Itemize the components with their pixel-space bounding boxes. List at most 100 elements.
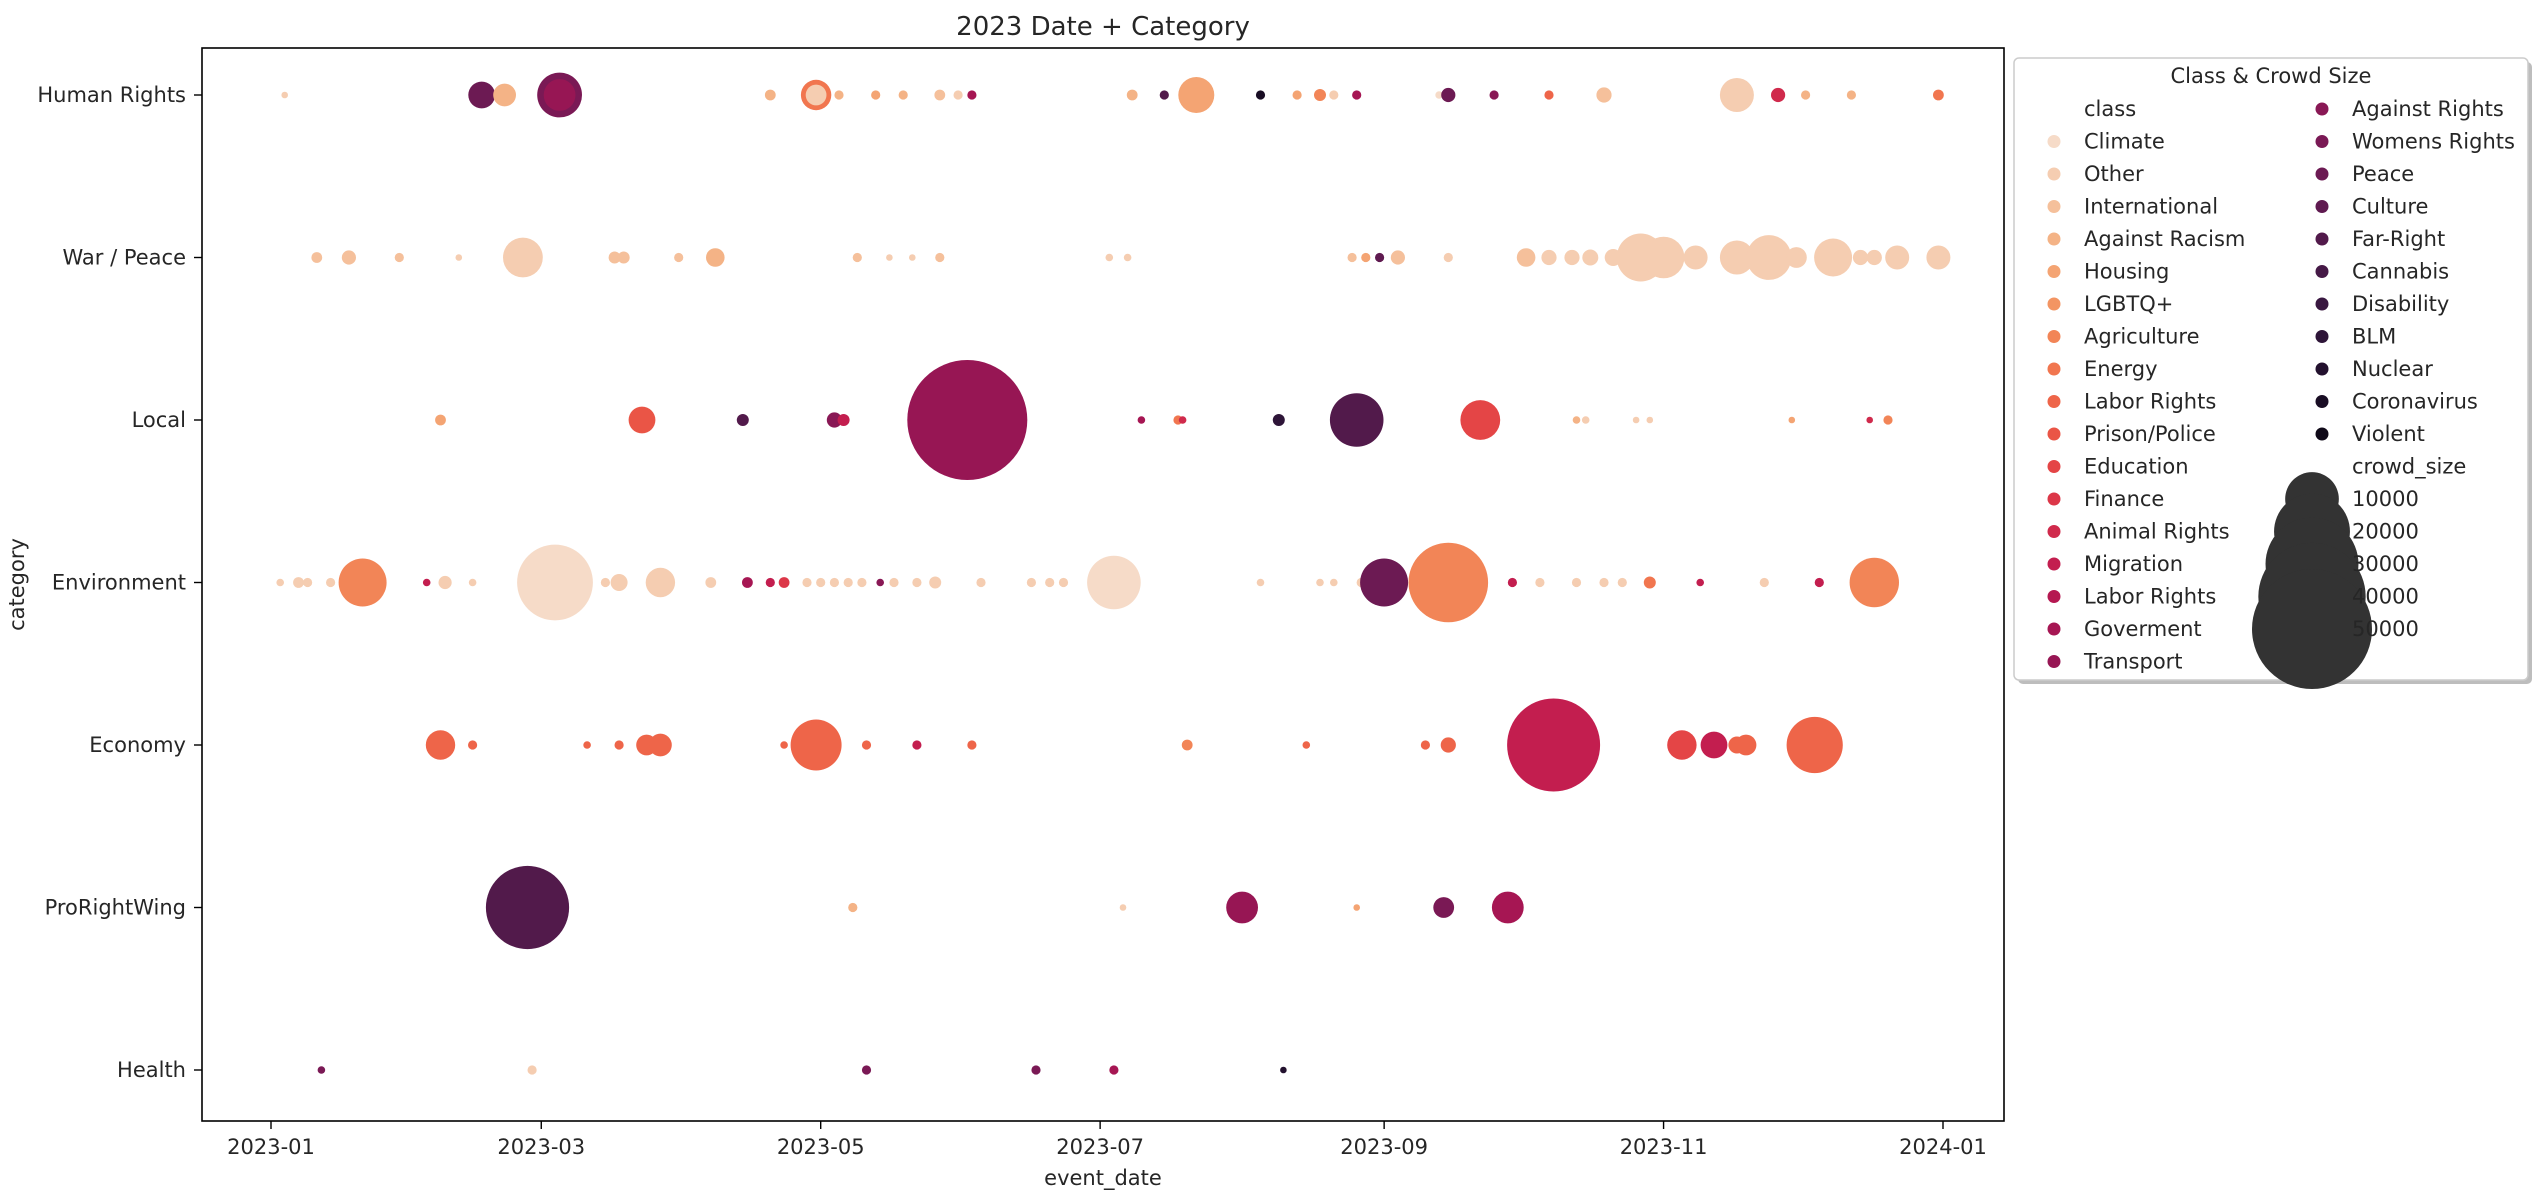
legend-class-label: Labor Rights [2084,585,2216,609]
data-point [583,741,591,749]
legend-class-label: Violent [2352,422,2425,446]
data-point [276,578,285,587]
legend-class-swatch [2315,102,2329,116]
plot-frame [201,47,2005,1122]
data-point [790,719,842,771]
data-point [610,574,628,591]
data-point [778,577,790,588]
data-point [1846,90,1856,100]
data-point [293,577,304,588]
legend-class-label: Education [2084,455,2189,479]
data-point [1696,578,1704,587]
data-point [493,83,516,107]
data-point [1599,577,1609,588]
data-point [1443,252,1453,263]
data-point [1255,90,1266,100]
data-point [1507,698,1601,792]
y-tick-label: Environment [52,571,186,595]
x-axis-ticks: 2023-01 2023-03 2023-05 2023-07 2023-09 2023-… [227,1121,1987,1159]
data-point [1683,245,1708,270]
data-point [455,254,463,261]
legend-class-swatch [2047,395,2061,408]
data-point [802,577,812,588]
x-tick-label: 2023-09 [1340,1135,1428,1159]
legend-class-swatch [2047,525,2061,538]
data-point [816,577,826,588]
data-point [608,251,621,264]
data-point [1564,249,1580,266]
data-point [1535,577,1545,588]
data-point [1226,891,1258,924]
data-point [1852,249,1869,266]
data-point [1316,578,1324,587]
legend-class-label: LGBTQ+ [2084,292,2173,316]
legend-class-label: Agriculture [2084,325,2200,349]
data-point [1814,238,1853,277]
data-point [1700,731,1728,759]
legend-class-swatch [2047,297,2061,311]
legend-class-swatch [2315,395,2329,408]
legend-class-swatch [2315,297,2329,311]
data-point [1302,741,1311,749]
data-point [1031,1065,1041,1075]
data-point [425,730,456,760]
data-point [857,577,867,588]
data-point [912,577,922,588]
y-tick-label: Human Rights [37,83,186,107]
data-point [834,90,844,100]
data-point [1352,90,1362,100]
data-point [1441,87,1456,103]
chart-title: 2023 Date + Category [956,12,1250,42]
data-point [1045,577,1055,588]
legend-size-label: 10000 [2352,487,2419,511]
data-point [889,577,899,588]
legend-class-swatch [2047,460,2061,473]
legend-class-label: Goverment [2084,617,2202,641]
legend-class-label: Migration [2084,552,2183,576]
y-tick-label: War / Peace [62,246,186,270]
data-point [326,577,336,588]
y-axis-label: category [5,538,29,631]
legend-class-label: Housing [2084,260,2169,284]
data-point [1137,416,1146,424]
data-point [909,254,916,261]
data-point [485,865,570,950]
data-point [341,250,356,265]
data-point [1272,414,1285,426]
data-point [912,740,922,750]
data-point [303,577,313,588]
legend-class-swatch [2315,427,2329,441]
data-point [1866,416,1873,424]
data-point [281,91,289,99]
data-point [1933,89,1944,101]
data-point [338,558,387,607]
legend-class-label: Coronavirus [2352,390,2478,414]
data-point [1801,90,1811,100]
data-point [1544,90,1554,100]
data-point [1159,90,1169,100]
data-point [848,902,858,913]
legend-class-label: Culture [2352,195,2428,219]
legend-class-swatch [2315,362,2329,376]
legend-class-swatch [2047,330,2061,343]
data-point [1256,578,1265,587]
data-point [1786,716,1843,774]
data-point [1786,247,1807,268]
data-point [1408,542,1489,623]
y-tick-label: ProRightWing [45,896,186,920]
data-point [1105,253,1114,262]
data-point [435,414,446,426]
x-tick-label: 2023-01 [227,1135,315,1159]
data-point [976,577,986,588]
data-point [1759,577,1769,588]
legend-class-swatch [2047,590,2061,603]
data-point [861,1065,872,1075]
legend-class-swatch [2315,135,2329,148]
data-point [826,412,843,428]
data-point [1719,78,1754,112]
legend-class-swatch [2315,200,2329,213]
x-tick-label: 2023-05 [777,1135,865,1159]
legend-class-swatch [2047,265,2061,278]
x-tick-label: 2023-03 [497,1135,585,1159]
data-point [876,578,884,587]
